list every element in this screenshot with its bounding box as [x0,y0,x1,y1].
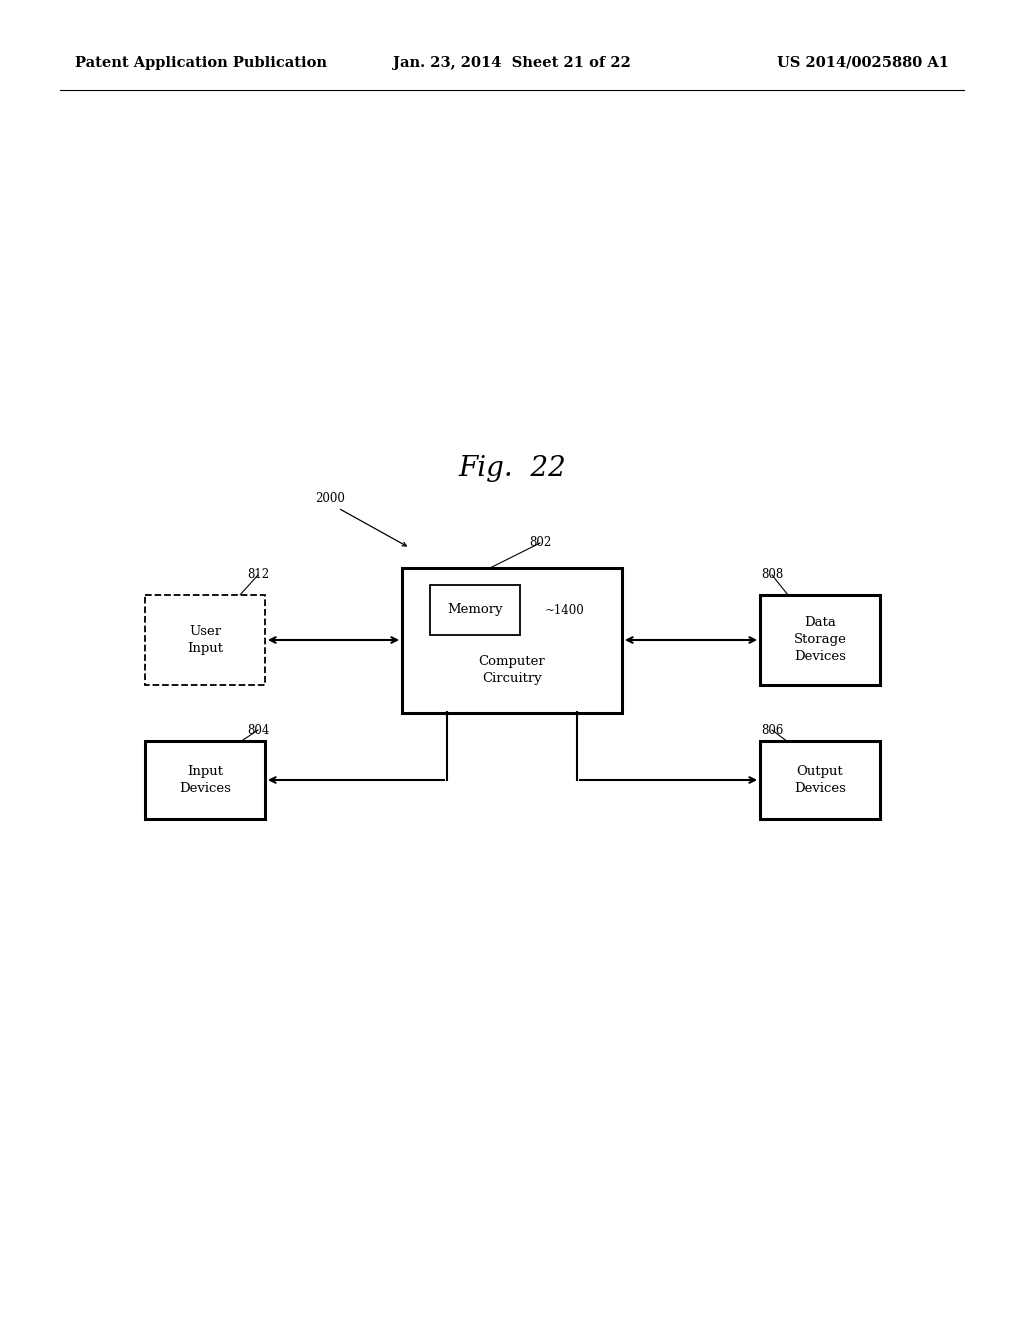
Text: Jan. 23, 2014  Sheet 21 of 22: Jan. 23, 2014 Sheet 21 of 22 [393,55,631,70]
Text: 802: 802 [528,536,551,549]
Text: Input
Devices: Input Devices [179,766,231,795]
Bar [402,568,622,713]
Text: 804: 804 [247,723,269,737]
Bar [760,741,880,818]
Bar [145,595,265,685]
Text: Computer
Circuitry: Computer Circuitry [478,655,546,685]
Text: ~1400: ~1400 [545,603,585,616]
Text: 806: 806 [761,723,783,737]
Text: 2000: 2000 [315,491,345,504]
Text: 812: 812 [247,569,269,582]
Text: Patent Application Publication: Patent Application Publication [75,55,327,70]
Text: Fig.  22: Fig. 22 [458,454,566,482]
Text: Memory: Memory [447,603,503,616]
Text: Output
Devices: Output Devices [794,766,846,795]
Text: Data
Storage
Devices: Data Storage Devices [794,616,847,664]
Text: 808: 808 [761,569,783,582]
Text: User
Input: User Input [187,624,223,655]
Bar [430,585,520,635]
Bar [760,595,880,685]
Bar [145,741,265,818]
Text: US 2014/0025880 A1: US 2014/0025880 A1 [777,55,949,70]
